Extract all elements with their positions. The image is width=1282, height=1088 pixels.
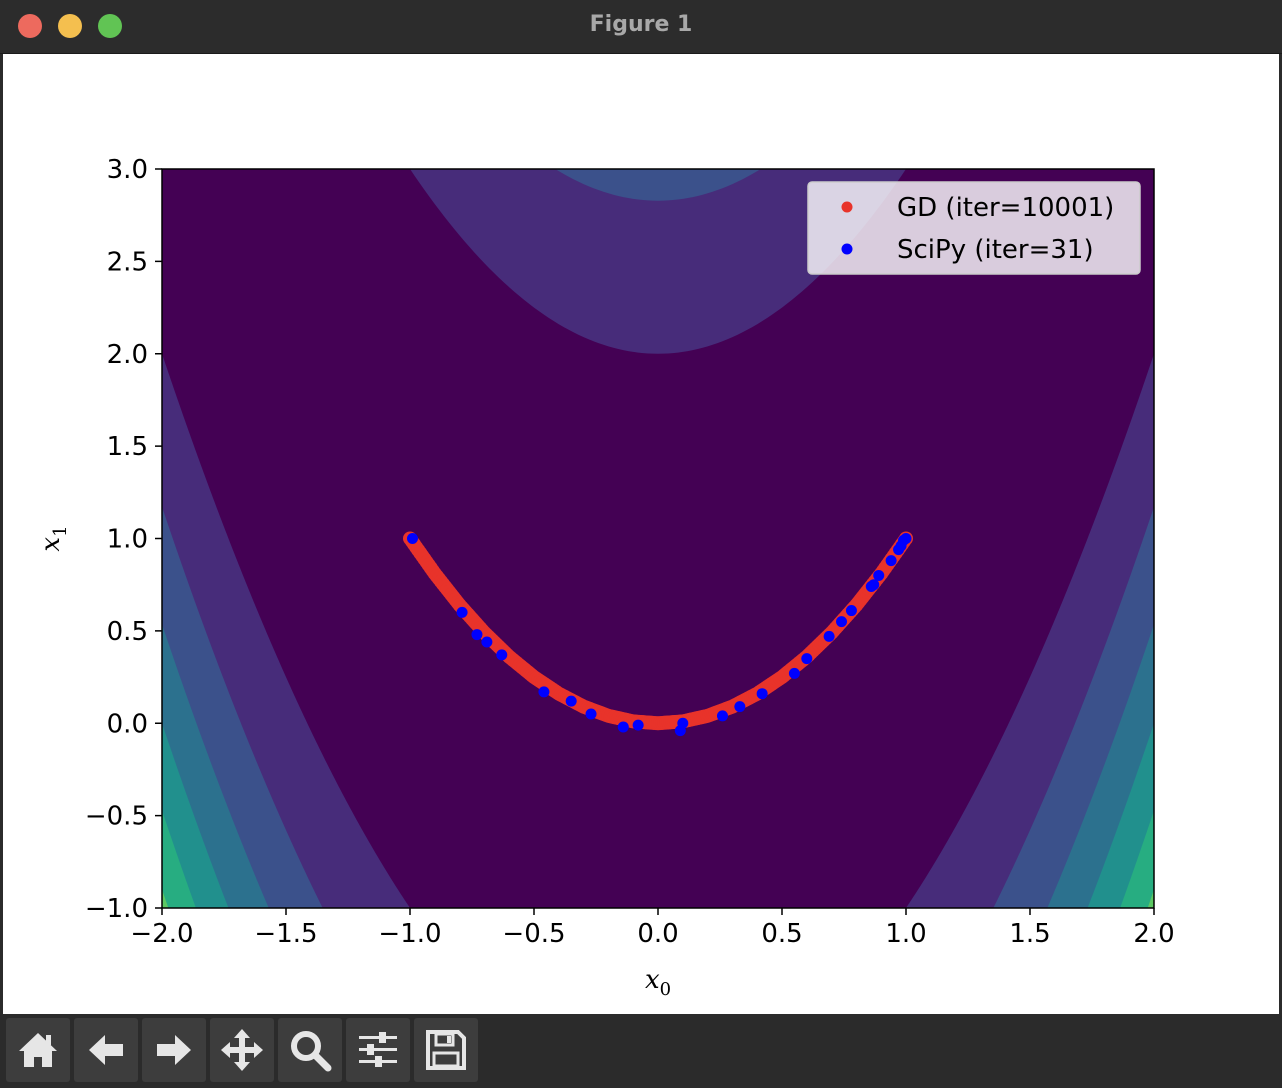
pan-button[interactable] [210, 1018, 274, 1082]
y-tick-label: −0.5 [85, 802, 148, 832]
arrow-right-icon [157, 1035, 191, 1065]
x-tick-label: 0.5 [761, 919, 802, 949]
magnifier-icon [291, 1031, 332, 1072]
scipy-point [823, 630, 835, 642]
save-button[interactable] [414, 1018, 478, 1082]
legend: GD (iter=10001) SciPy (iter=31) [807, 181, 1141, 275]
x-tick-label: −1.5 [254, 919, 317, 949]
x-tick-label: 2.0 [1133, 919, 1174, 949]
contour-background [162, 54, 1279, 945]
scipy-point [481, 636, 493, 648]
scipy-point [471, 629, 483, 641]
scipy-point [716, 710, 728, 722]
scipy-point [406, 533, 418, 544]
close-window-button[interactable] [18, 14, 42, 38]
chart: −2.0 −1.5 −1.0 −0.5 0.0 0.5 1.0 1.5 2.0 −1.0 −0.5 0… [36, 54, 1279, 1000]
scipy-point [836, 616, 848, 628]
scipy-point [565, 695, 577, 707]
zoom-button[interactable] [278, 1018, 342, 1082]
contour-band-right [1172, 132, 1279, 945]
y-tick-label: 0.0 [107, 709, 148, 739]
maximize-window-button[interactable] [98, 14, 122, 38]
minimize-window-button[interactable] [58, 14, 82, 38]
scipy-point [617, 721, 629, 733]
contour-band-top [162, 54, 1154, 83]
series-scipy [406, 533, 912, 737]
x-tick-label: 1.0 [885, 919, 926, 949]
legend-marker [841, 201, 853, 213]
contour-band-right [1193, 132, 1279, 945]
contour-band-left [162, 889, 169, 908]
contour-band-top [555, 169, 761, 201]
legend-label: GD (iter=10001) [897, 193, 1114, 223]
home-button[interactable] [6, 1018, 70, 1082]
scipy-point [632, 719, 644, 731]
arrow-left-icon [89, 1035, 123, 1065]
scipy-point [734, 701, 746, 713]
scipy-point [585, 708, 597, 720]
window-title: Figure 1 [589, 12, 693, 37]
title-bar: Figure 1 [0, 0, 1282, 54]
contour-band-right [1147, 889, 1154, 908]
y-tick-label: 0.5 [107, 617, 148, 647]
floppy-disk-icon [426, 1030, 466, 1070]
move-icon [221, 1029, 263, 1071]
contour-band-top [410, 169, 906, 354]
y-tick-label: 1.0 [107, 525, 148, 555]
sliders-icon [359, 1032, 397, 1067]
back-button[interactable] [74, 1018, 138, 1082]
navigation-toolbar [0, 1014, 1282, 1088]
y-tick-label: 3.0 [107, 155, 148, 185]
configure-subplots-button[interactable] [346, 1018, 410, 1082]
scipy-point [677, 717, 689, 729]
scipy-point [885, 555, 897, 567]
x-tick-label: 1.5 [1009, 919, 1050, 949]
scipy-point [788, 667, 800, 679]
y-tick-label: −1.0 [85, 894, 148, 924]
scipy-point [801, 653, 813, 665]
scipy-point [538, 686, 550, 698]
contour-band-left [162, 810, 196, 908]
scipy-point [496, 649, 508, 661]
x-tick-label: −2.0 [130, 919, 193, 949]
scipy-point [756, 688, 768, 700]
x-tick-label: 0.0 [637, 919, 678, 949]
figure-canvas[interactable]: −2.0 −1.5 −1.0 −0.5 0.0 0.5 1.0 1.5 2.0 −1.0 −0.5 0… [3, 54, 1279, 1014]
x-tick-label: −0.5 [502, 919, 565, 949]
legend-label: SciPy (iter=31) [897, 235, 1094, 265]
home-icon [19, 1033, 57, 1067]
scipy-point [873, 569, 885, 581]
x-axis-label: x0 [645, 965, 671, 1000]
scipy-point [868, 579, 880, 591]
scipy-point [900, 533, 912, 544]
y-axis-label: x1 [36, 525, 71, 551]
scipy-point [456, 606, 468, 618]
contour-band-right [1120, 810, 1154, 908]
x-tick-label: −1.0 [378, 919, 441, 949]
y-tick-label: 1.5 [107, 432, 148, 462]
forward-button[interactable] [142, 1018, 206, 1082]
y-tick-label: 2.5 [107, 247, 148, 277]
scipy-point [845, 605, 857, 617]
legend-marker [841, 243, 853, 255]
y-tick-label: 2.0 [107, 340, 148, 370]
